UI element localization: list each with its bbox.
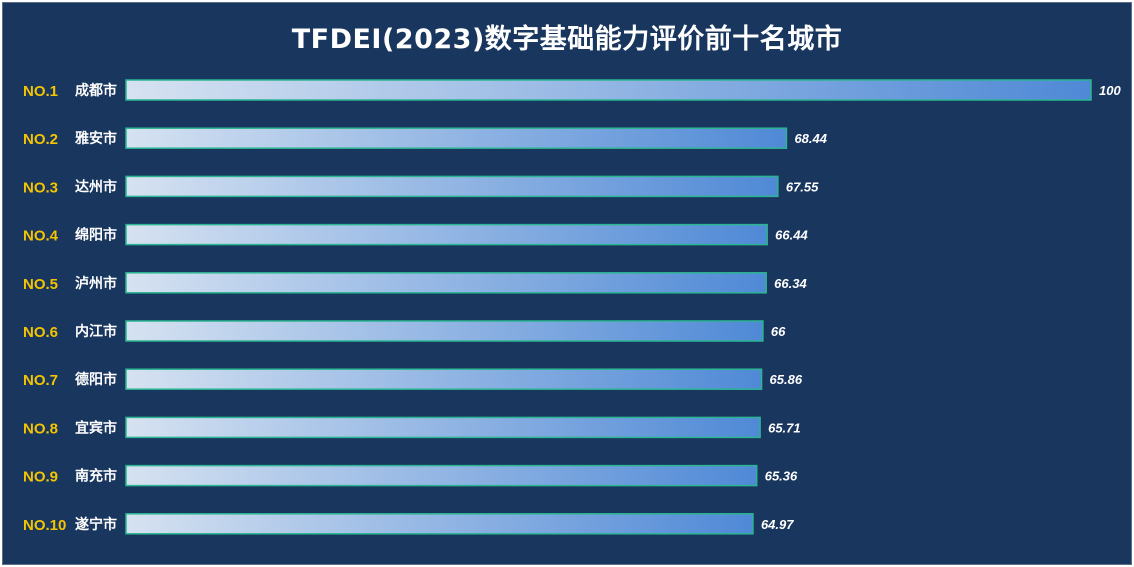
bar bbox=[125, 513, 754, 535]
rank-label: NO.8 bbox=[23, 420, 58, 437]
bar bbox=[125, 320, 764, 342]
bar bbox=[125, 464, 758, 487]
bar bbox=[125, 175, 779, 198]
value-label: 67.55 bbox=[786, 179, 819, 194]
bar bbox=[125, 368, 763, 390]
city-label: 泸州市 bbox=[75, 275, 117, 292]
value-label: 68.44 bbox=[794, 131, 827, 146]
city-label: 雅安市 bbox=[75, 130, 117, 147]
rank-label: NO.3 bbox=[23, 179, 58, 196]
value-label: 66 bbox=[771, 324, 786, 339]
city-label: 德阳市 bbox=[75, 371, 117, 388]
city-label: 遂宁市 bbox=[75, 516, 117, 533]
value-label: 65.86 bbox=[770, 372, 803, 387]
bar bbox=[125, 272, 767, 294]
bar-rows: NO.1 成都市 100 NO.2 雅安市 68.44 NO.3 达州市 67.55 NO.4 绵阳… bbox=[23, 79, 1121, 535]
bar bbox=[125, 127, 788, 149]
bar bbox=[125, 79, 1092, 101]
value-label: 66.44 bbox=[775, 228, 808, 243]
chart-title: TFDEI(2023)数字基础能力评价前十名城市 bbox=[291, 24, 843, 55]
value-label: 65.71 bbox=[768, 420, 801, 435]
city-label: 宜宾市 bbox=[75, 419, 117, 436]
rank-label: NO.2 bbox=[23, 131, 58, 148]
city-label: 内江市 bbox=[75, 323, 117, 340]
city-label: 南充市 bbox=[75, 468, 117, 485]
city-label: 达州市 bbox=[75, 178, 117, 195]
value-label: 100 bbox=[1099, 83, 1121, 98]
rank-label: NO.7 bbox=[23, 372, 58, 389]
rank-label: NO.5 bbox=[23, 276, 58, 293]
value-label: 65.36 bbox=[765, 469, 798, 484]
rank-label: NO.6 bbox=[23, 324, 58, 341]
value-label: 64.97 bbox=[761, 517, 794, 532]
rank-label: NO.4 bbox=[23, 228, 59, 245]
bar bbox=[125, 416, 761, 439]
city-label: 成都市 bbox=[75, 82, 117, 99]
rank-label: NO.9 bbox=[23, 469, 58, 486]
city-label: 绵阳市 bbox=[75, 227, 117, 244]
bar-chart: NO.1 成都市 100 NO.2 雅安市 68.44 NO.3 达州市 67.55 NO.4 绵阳… bbox=[23, 79, 1121, 535]
value-label: 66.34 bbox=[774, 276, 807, 291]
bar bbox=[125, 223, 768, 246]
rank-label: NO.10 bbox=[23, 517, 66, 534]
rank-label: NO.1 bbox=[23, 83, 58, 100]
